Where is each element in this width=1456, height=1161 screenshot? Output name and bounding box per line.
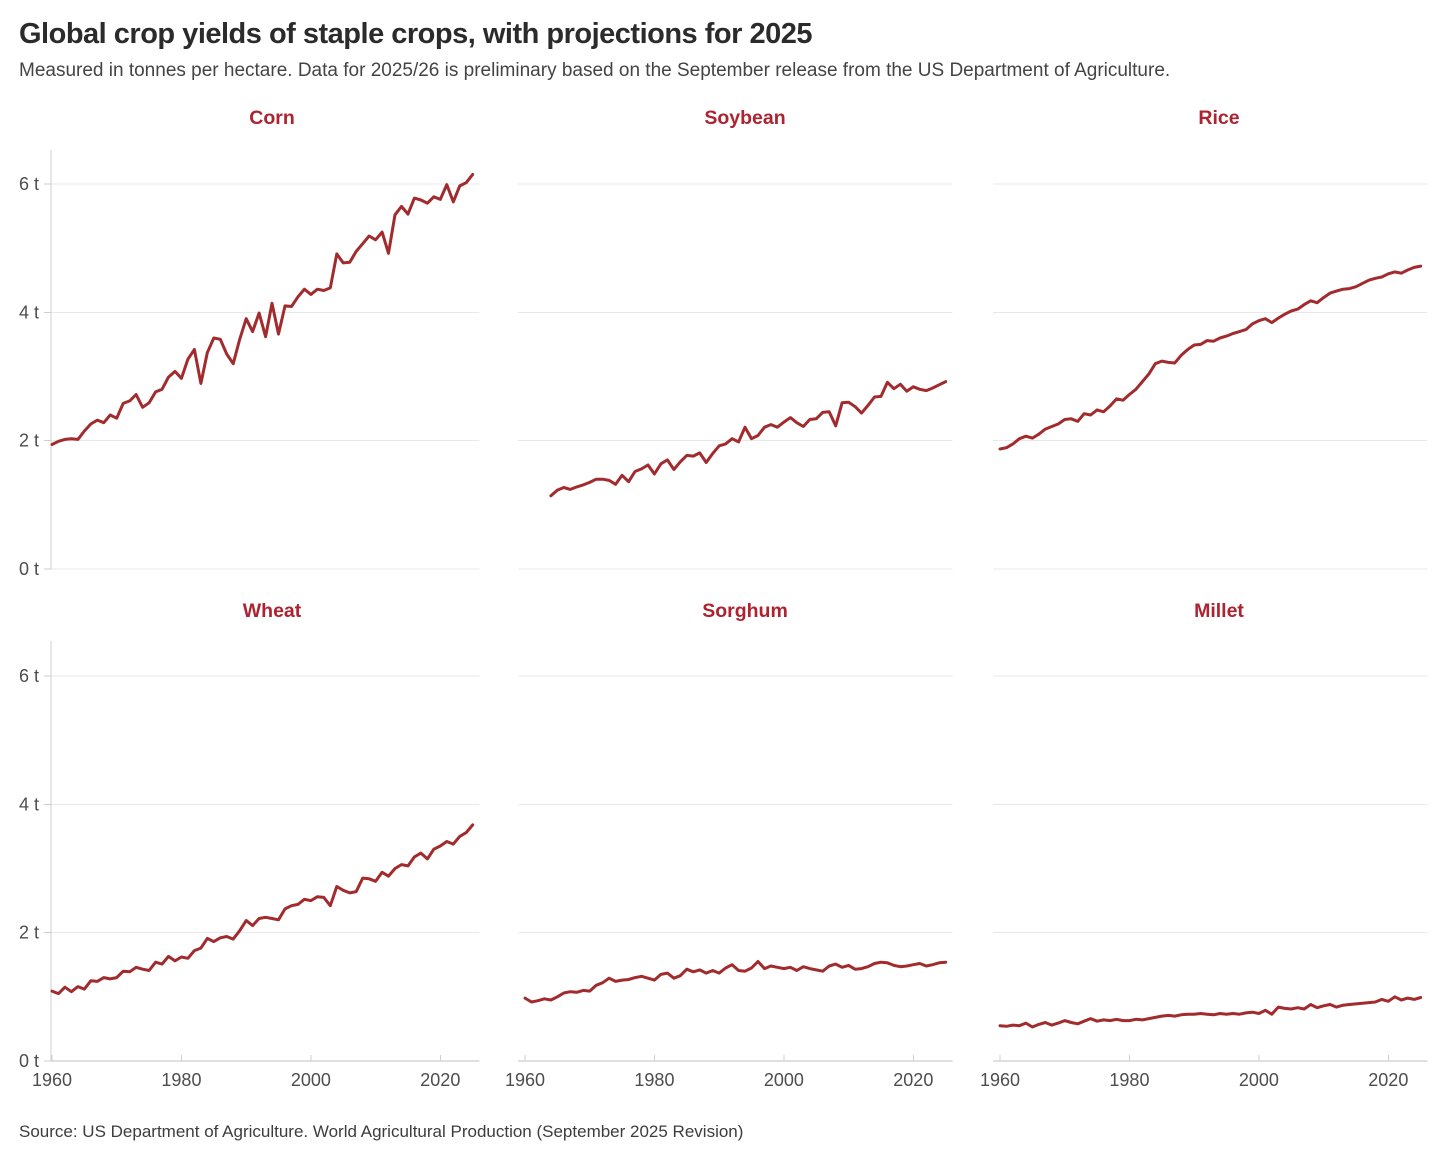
x-tick-label: 2020: [1368, 1070, 1408, 1090]
y-tick-label: 0 t: [19, 1051, 39, 1071]
panel-sorghum: 1960 1980 2000 2020: [505, 675, 953, 1090]
y-tick-label: 6 t: [19, 174, 39, 194]
x-tick-label: 1980: [634, 1070, 674, 1090]
x-tick-label: 1980: [1109, 1070, 1149, 1090]
x-tick-label: 2000: [1239, 1070, 1279, 1090]
series-line-corn: [50, 172, 475, 446]
panel-rice: [993, 183, 1428, 570]
x-tick-label: 1980: [161, 1070, 201, 1090]
series-line-wheat: [50, 823, 475, 996]
panel-soybean: [518, 183, 953, 570]
series-line-soybean: [549, 380, 948, 498]
y-tick-label: 0 t: [19, 559, 39, 579]
y-tick-label: 6 t: [19, 666, 39, 686]
x-tick-label: 2020: [893, 1070, 933, 1090]
panel-corn: 0 t 2 t 4 t 6 t: [19, 150, 480, 579]
x-tick-label: 1960: [980, 1070, 1020, 1090]
source-note: Source: US Department of Agriculture. Wo…: [19, 1122, 744, 1141]
panel-title-corn: Corn: [249, 107, 295, 129]
panel-title-sorghum: Sorghum: [702, 600, 788, 622]
x-tick-label: 2000: [291, 1070, 331, 1090]
chart-subtitle: Measured in tonnes per hectare. Data for…: [19, 60, 1171, 81]
panel-title-millet: Millet: [1194, 600, 1244, 622]
panel-title-soybean: Soybean: [704, 107, 786, 129]
panel-millet: 1960 1980 2000 2020: [980, 675, 1428, 1090]
y-tick-label: 2 t: [19, 431, 39, 451]
series-line-millet: [998, 995, 1423, 1029]
x-tick-label: 1960: [505, 1070, 545, 1090]
panel-title-rice: Rice: [1198, 107, 1240, 129]
panel-wheat: 0 t 2 t 4 t 6 t 1960 1980 2000 2020: [19, 641, 480, 1090]
panel-title-wheat: Wheat: [242, 600, 302, 622]
y-tick-label: 4 t: [19, 794, 39, 814]
y-tick-label: 4 t: [19, 302, 39, 322]
x-tick-label: 1960: [32, 1070, 72, 1090]
y-tick-label: 2 t: [19, 923, 39, 943]
chart-title: Global crop yields of staple crops, with…: [19, 18, 812, 50]
series-line-sorghum: [523, 960, 948, 1004]
x-tick-label: 2000: [764, 1070, 804, 1090]
series-line-rice: [998, 264, 1423, 451]
x-tick-label: 2020: [420, 1070, 460, 1090]
